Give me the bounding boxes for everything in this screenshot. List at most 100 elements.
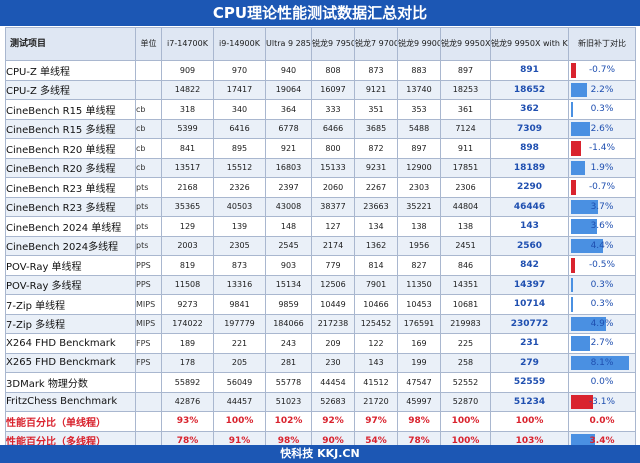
value-cell: 93% xyxy=(161,411,214,432)
diff-cell: 4.4% xyxy=(568,235,636,256)
row-label: CPU-Z 多线程 xyxy=(5,79,136,100)
value-cell: 2174 xyxy=(311,235,355,256)
table-row: CPU-Z 单线程 909 970 940 808 873 883 897 891 -0.7% xyxy=(5,60,636,81)
diff-cell: 0.3% xyxy=(568,99,636,120)
table-body: CPU-Z 单线程 909 970 940 808 873 883 897 891 -0.7% CP… xyxy=(5,60,636,451)
unit-cell: pts xyxy=(135,196,162,217)
value-cell: 7124 xyxy=(440,118,491,139)
value-cell: 217238 xyxy=(311,313,355,334)
diff-label: -0.7% xyxy=(588,182,616,193)
diff-bar xyxy=(571,180,576,195)
table-row: CineBench R23 多线程 pts 35365 40503 43008 38377… xyxy=(5,196,636,217)
table-row: CineBench R20 单线程 cb 841 895 921 800 872 897 911… xyxy=(5,138,636,159)
value-cell: 18253 xyxy=(440,79,491,100)
unit-cell xyxy=(135,79,162,100)
unit-cell xyxy=(135,372,162,393)
value-cell: 125452 xyxy=(354,313,398,334)
unit-cell: pts xyxy=(135,235,162,256)
value-cell: 40503 xyxy=(213,196,266,217)
value-cell: 44454 xyxy=(311,372,355,393)
value-cell: 800 xyxy=(311,138,355,159)
value-cell: 2451 xyxy=(440,235,491,256)
table-row: CineBench R23 单线程 pts 2168 2326 2397 2060 2267… xyxy=(5,177,636,198)
diff-label: 0.3% xyxy=(590,299,614,310)
value-cell: 353 xyxy=(397,99,441,120)
diff-label: 8.1% xyxy=(590,357,614,368)
value-cell: 139 xyxy=(213,216,266,237)
column-header: i7-14700K xyxy=(161,27,214,61)
value-cell: 45997 xyxy=(397,391,441,412)
value-cell: 2168 xyxy=(161,177,214,198)
diff-cell: 4.9% xyxy=(568,313,636,334)
value-cell: 10453 xyxy=(397,294,441,315)
value-cell: 903 xyxy=(265,255,312,276)
value-cell: 14397 xyxy=(490,274,569,295)
value-cell: 827 xyxy=(397,255,441,276)
value-cell: 138 xyxy=(397,216,441,237)
table-row: X264 FHD Benckmark FPS 189 221 243 209 122 169 2… xyxy=(5,333,636,354)
diff-bar xyxy=(571,297,574,312)
column-header: 锐龙9 9950X xyxy=(440,27,491,61)
value-cell: 184066 xyxy=(265,313,312,334)
table-row: FritzChess Benchmark 42876 44457 51023 52683… xyxy=(5,391,636,412)
value-cell: 872 xyxy=(354,138,398,159)
diff-label: 1.9% xyxy=(590,162,614,173)
value-cell: 2290 xyxy=(490,177,569,198)
diff-label: 3.4% xyxy=(589,435,615,446)
value-cell: 21720 xyxy=(354,391,398,412)
value-cell: 6416 xyxy=(213,118,266,139)
value-cell: 17851 xyxy=(440,157,491,178)
diff-cell: 2.6% xyxy=(568,118,636,139)
row-label: X264 FHD Benckmark xyxy=(5,333,136,354)
value-cell: 7901 xyxy=(354,274,398,295)
row-label: CineBench R20 单线程 xyxy=(5,138,136,159)
value-cell: 970 xyxy=(213,60,266,81)
value-cell: 9273 xyxy=(161,294,214,315)
unit-cell: cb xyxy=(135,118,162,139)
diff-bar xyxy=(571,82,587,97)
value-cell: 14351 xyxy=(440,274,491,295)
value-cell: 841 xyxy=(161,138,214,159)
column-header: Ultra 9 285K xyxy=(265,27,312,61)
row-label: CineBench R15 单线程 xyxy=(5,99,136,120)
diff-cell: 3.6% xyxy=(568,216,636,237)
diff-label: -0.5% xyxy=(588,260,616,271)
value-cell: 883 xyxy=(397,60,441,81)
unit-cell: FPS xyxy=(135,352,162,373)
value-cell: 56049 xyxy=(213,372,266,393)
value-cell: 199 xyxy=(397,352,441,373)
value-cell: 258 xyxy=(440,352,491,373)
column-header: 单位 xyxy=(135,27,162,61)
diff-label: 2.7% xyxy=(590,338,614,349)
value-cell: 13740 xyxy=(397,79,441,100)
diff-bar xyxy=(571,238,603,253)
value-cell: 2560 xyxy=(490,235,569,256)
table-row: CineBench 2024多线程 pts 2003 2305 2545 2174 1362… xyxy=(5,235,636,256)
diff-bar xyxy=(571,355,629,370)
row-label: CPU-Z 单线程 xyxy=(5,60,136,81)
value-cell: 3685 xyxy=(354,118,398,139)
unit-cell xyxy=(135,391,162,412)
value-cell: 10449 xyxy=(311,294,355,315)
diff-cell: 0.3% xyxy=(568,294,636,315)
value-cell: 23663 xyxy=(354,196,398,217)
value-cell: 2060 xyxy=(311,177,355,198)
column-header: i9-14900K xyxy=(213,27,266,61)
value-cell: 11350 xyxy=(397,274,441,295)
value-cell: 279 xyxy=(490,352,569,373)
row-label: POV-Ray 单线程 xyxy=(5,255,136,276)
footer-credit: 快科技 KKJ.CN xyxy=(0,445,640,463)
value-cell: 97% xyxy=(354,411,398,432)
unit-cell: cb xyxy=(135,99,162,120)
diff-bar xyxy=(571,160,585,175)
column-header: 测试项目 xyxy=(5,27,136,61)
value-cell: 2545 xyxy=(265,235,312,256)
value-cell: 221 xyxy=(213,333,266,354)
unit-cell: PPS xyxy=(135,255,162,276)
value-cell: 47547 xyxy=(397,372,441,393)
value-cell: 842 xyxy=(490,255,569,276)
value-cell: 808 xyxy=(311,60,355,81)
table-row: 7-Zip 多线程 MIPS 174022 197779 184066 217238 125… xyxy=(5,313,636,334)
value-cell: 2326 xyxy=(213,177,266,198)
